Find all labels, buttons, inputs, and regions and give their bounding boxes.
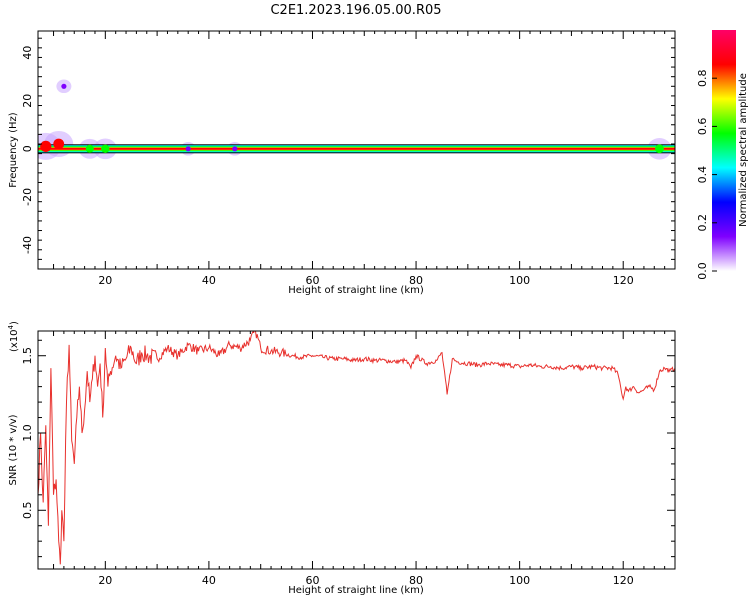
spectrogram-y-tick-label: 20 xyxy=(21,94,34,108)
spectrogram-feature xyxy=(61,83,67,89)
spectrogram-feature xyxy=(101,144,110,153)
colorbar: 0.0 0.2 0.4 0.6 0.8 Normalized spectral ampl… xyxy=(696,30,749,280)
snr-y-tick-label: 0.5 xyxy=(21,502,34,519)
spectrogram-feature xyxy=(53,138,65,150)
spectrogram-x-axis: 20 40 60 80 100 120 xyxy=(53,31,676,287)
spectrogram-x-tick-label: 60 xyxy=(305,274,319,287)
spectrogram-x-tick-label: 120 xyxy=(613,274,634,287)
snr-x-tick-label: 20 xyxy=(98,574,112,587)
colorbar-axis: 0.0 0.2 0.4 0.6 0.8 xyxy=(696,69,717,280)
spectrogram-plot-area xyxy=(38,79,675,160)
spectrogram-feature xyxy=(40,140,52,152)
spectrogram-feature xyxy=(185,146,191,152)
snr-y-tick-label: 1.0 xyxy=(21,424,34,442)
snr-x-label: Height of straight line (km) xyxy=(288,585,424,596)
colorbar-tick-label: 0.8 xyxy=(696,69,709,87)
colorbar-label: Normalized spectral amplitude xyxy=(738,73,749,227)
snr-y-label: SNR (10 * v/v) xyxy=(8,414,19,485)
spectrogram-x-tick-label: 40 xyxy=(202,274,216,287)
colorbar-gradient xyxy=(712,30,736,271)
snr-panel: 20 40 60 80 100 120 0.5 1.0 1.5 Height of strai… xyxy=(7,321,676,596)
spectrogram-y-tick-label: -20 xyxy=(21,188,34,206)
colorbar-tick-label: 0.0 xyxy=(696,262,709,280)
spectrogram-x-tick-label: 20 xyxy=(98,274,112,287)
spectrogram-feature xyxy=(655,144,664,154)
spectrogram-y-tick-label: 0 xyxy=(21,145,34,152)
snr-x-axis: 20 40 60 80 100 120 xyxy=(53,331,676,587)
snr-plot-area xyxy=(38,331,675,565)
spectrogram-y-tick-label: 40 xyxy=(21,46,34,60)
spectrogram-main-band xyxy=(38,147,675,150)
spectrogram-y-axis: 40 20 0 -20 -40 xyxy=(21,37,675,270)
colorbar-tick-label: 0.2 xyxy=(696,214,709,232)
figure-title: C2E1.2023.196.05.00.R05 xyxy=(270,3,441,18)
spectrogram-panel: 20 40 60 80 100 120 40 20 0 -20 -40 Height of str… xyxy=(8,30,676,296)
snr-x-tick-label: 40 xyxy=(202,574,216,587)
spectrogram-y-tick-label: -40 xyxy=(21,236,34,254)
snr-x-tick-label: 60 xyxy=(305,574,319,587)
colorbar-tick-label: 0.4 xyxy=(696,166,709,184)
snr-series-line xyxy=(38,331,675,565)
snr-multiplier-label: (x104) xyxy=(7,321,20,352)
snr-y-axis: 0.5 1.0 1.5 xyxy=(21,339,675,558)
spectrogram-x-tick-label: 80 xyxy=(409,274,423,287)
snr-x-tick-label: 100 xyxy=(509,574,530,587)
snr-y-tick-label: 1.5 xyxy=(21,347,34,365)
snr-x-tick-label: 120 xyxy=(613,574,634,587)
colorbar-tick-label: 0.6 xyxy=(696,118,709,135)
spectrogram-feature xyxy=(85,144,94,153)
spectrogram-y-label: Frequency (Hz) xyxy=(8,112,19,188)
spectrogram-x-tick-label: 100 xyxy=(509,274,530,287)
spectrogram-x-label: Height of straight line (km) xyxy=(288,285,424,296)
spectrogram-feature xyxy=(232,146,238,152)
spectrogram-frame xyxy=(37,30,676,270)
snr-x-tick-label: 80 xyxy=(409,574,423,587)
snr-frame xyxy=(37,330,676,570)
